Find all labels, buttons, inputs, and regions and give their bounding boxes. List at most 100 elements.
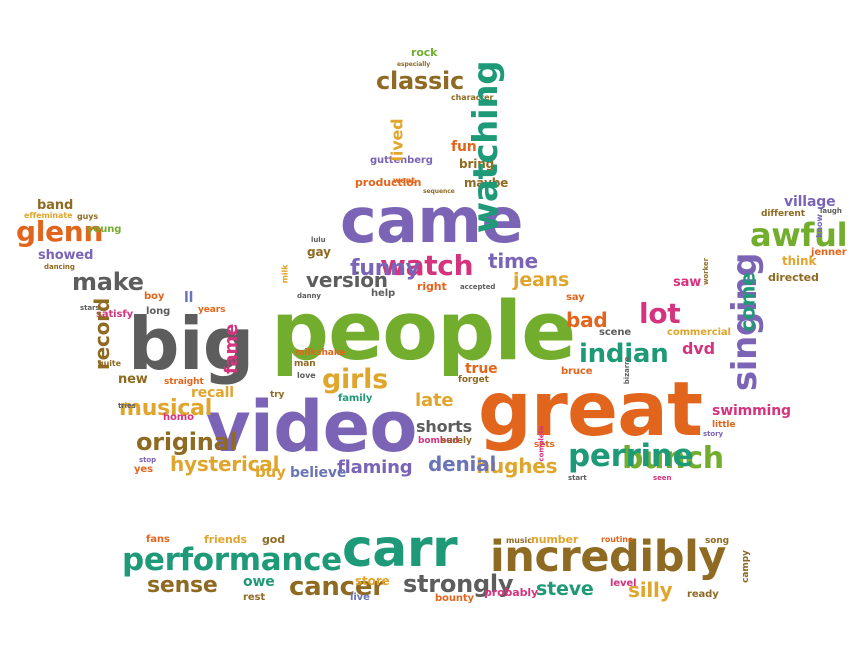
word-big: big — [128, 302, 254, 386]
word-satisfy: friends — [204, 533, 247, 546]
word-danny: surely — [441, 436, 472, 446]
word-fans: campy — [740, 550, 751, 583]
word-years: effeminate — [24, 211, 73, 220]
word-forget: quite — [98, 359, 122, 368]
word-buy: dvd — [682, 339, 715, 358]
word-effeminate: number — [531, 533, 579, 546]
word-late: cancer — [289, 572, 385, 602]
word-right: maybe — [464, 176, 509, 190]
word-believe: recall — [191, 385, 234, 401]
word-know: laugh — [820, 207, 842, 215]
word-lulu: sets — [534, 440, 555, 450]
word-song: store — [355, 574, 390, 588]
word-watching: danny — [297, 292, 321, 300]
word-denial: bad — [566, 308, 608, 332]
word-video: video — [205, 386, 418, 468]
word-try: stars — [80, 304, 100, 312]
word-milkshake: satisfy — [96, 309, 134, 320]
word-family: tries — [118, 402, 136, 410]
word-performance: performance — [122, 542, 342, 578]
word-ll: funny — [350, 256, 420, 281]
word-bounty: jenner — [811, 247, 847, 258]
word-version: sense — [147, 573, 218, 598]
word-quite: young — [87, 224, 122, 235]
word-live: think — [782, 254, 817, 268]
word-singing: milk — [280, 264, 290, 284]
word-flaming: fame — [221, 323, 243, 375]
word-sense: strongly — [403, 570, 514, 598]
word-directed: lived — [387, 118, 407, 162]
word-classic: girls — [322, 364, 388, 395]
word-fun: buy — [255, 463, 286, 481]
word-god: level — [610, 578, 637, 589]
word-scene: rock — [411, 46, 438, 59]
word-sets: straight — [164, 377, 204, 387]
word-funny: late — [415, 390, 454, 411]
word-record: accepted — [460, 283, 496, 291]
word-recall: jeans — [513, 269, 570, 291]
word-campy: know — [814, 214, 824, 238]
word-showed: village — [784, 194, 836, 210]
word-long: fans — [146, 534, 170, 545]
word-commercial: family — [338, 393, 373, 404]
word-young: routine — [601, 535, 634, 544]
word-production: showed — [38, 248, 94, 263]
word-little: man — [294, 359, 316, 369]
word-owe: scene — [599, 327, 632, 338]
word-different: commercial — [667, 327, 731, 338]
word-maybe: band — [37, 198, 74, 213]
word-homo: guys — [77, 212, 99, 221]
word-man: long — [146, 306, 171, 317]
word-character: start — [568, 474, 587, 482]
word-worker: different — [761, 209, 805, 219]
word-carr: carr — [342, 519, 458, 579]
word-bombed: years — [198, 305, 226, 315]
word-complete: sequence — [423, 188, 455, 195]
word-tries: stop — [139, 456, 157, 464]
word-watch: watch — [380, 249, 474, 282]
word-great: great — [478, 365, 703, 453]
word-steve: silly — [628, 578, 673, 602]
word-people: people — [271, 285, 576, 379]
word-rock: bring — [459, 157, 495, 171]
word-music: probably — [484, 586, 539, 599]
word-surely: homo — [163, 412, 194, 423]
word-think: right — [417, 280, 447, 293]
word-original: make — [72, 268, 144, 296]
word-girls: lot — [639, 297, 681, 330]
word-glenn: musical — [119, 396, 213, 421]
word-help: production — [355, 176, 422, 189]
word-jeans: record — [90, 297, 115, 371]
word-time: original — [136, 428, 238, 456]
word-level: new — [118, 372, 148, 387]
word-make: watching — [466, 60, 507, 234]
word-indian: indian — [579, 339, 669, 369]
word-hughes: time — [488, 249, 539, 273]
word-story: love — [297, 371, 316, 380]
word-start: try — [270, 390, 285, 400]
word-probably: bruce — [561, 366, 593, 377]
word-incredibly: incredibly — [490, 532, 726, 582]
word-saw: gay — [307, 245, 331, 259]
word-shorts: steve — [536, 578, 594, 600]
word-laugh: bizarre — [623, 356, 632, 385]
word-fame: lulu — [311, 236, 326, 244]
word-swimming: come — [735, 272, 760, 332]
word-bizarre: worker — [701, 258, 710, 285]
word-routine: live — [350, 592, 370, 603]
word-number: bounty — [435, 593, 474, 604]
word-new: saw — [673, 275, 702, 290]
word-yes: forget — [458, 375, 489, 385]
word-silly: denial — [428, 452, 497, 476]
word-rest: song — [705, 536, 730, 546]
word-straight: dancing — [44, 263, 75, 271]
word-village: shorts — [416, 417, 473, 436]
word-came: came — [340, 184, 523, 257]
word-bring: believe — [290, 465, 347, 481]
word-say: guttenberg — [370, 155, 433, 166]
word-band: swimming — [712, 403, 791, 419]
word-bruce: say — [566, 292, 585, 303]
word-especially: seen — [653, 474, 672, 482]
word-went: little — [712, 420, 736, 430]
word-strongly: hughes — [476, 454, 558, 478]
